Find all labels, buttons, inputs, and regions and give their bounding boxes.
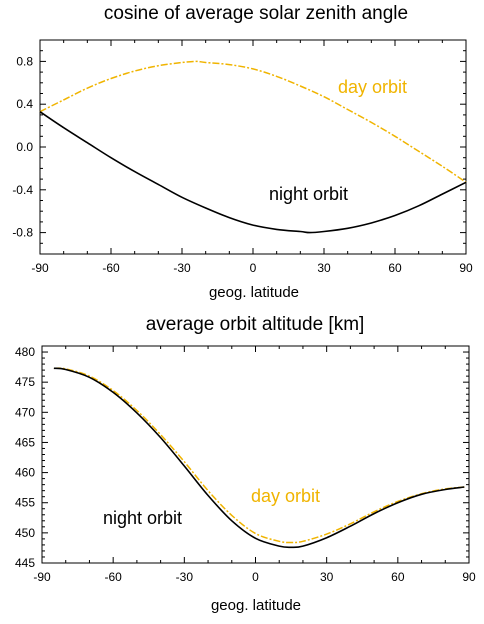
annotation-night-orbit: night orbit <box>269 184 348 204</box>
y-tick-label: 470 <box>15 405 35 419</box>
x-axis-label: geog. latitude <box>209 284 299 301</box>
annotation-night-orbit: night orbit <box>103 508 182 528</box>
x-axis: -90 -60 -30 0 30 60 90 <box>31 40 473 275</box>
y-axis: 445 450 455 460 465 470 475 480 <box>15 345 469 570</box>
plot-frame <box>39 39 467 255</box>
y-axis: -0.8 -0.4 0.0 0.4 0.8 <box>12 39 466 255</box>
x-tick-label: 30 <box>320 570 334 584</box>
chart-orbit-altitude: average orbit altitude [km] -90 -60 -30 0 30… <box>15 314 476 614</box>
x-tick-label: 30 <box>317 261 331 275</box>
x-tick-label: 90 <box>462 570 476 584</box>
x-tick-label: -90 <box>31 261 49 275</box>
chart-title: average orbit altitude [km] <box>146 314 365 335</box>
y-tick-label: 0.8 <box>16 54 33 68</box>
x-tick-label: -30 <box>173 261 191 275</box>
series-line-day-orbit <box>39 60 467 183</box>
x-axis: -90 -60 -30 0 30 60 90 <box>33 346 476 584</box>
y-tick-label: 0.4 <box>16 97 33 111</box>
x-tick-label: 60 <box>391 570 405 584</box>
x-tick-label: 0 <box>252 570 259 584</box>
x-tick-label: -60 <box>104 570 122 584</box>
y-tick-label: 450 <box>15 526 35 540</box>
annotation-day-orbit: day orbit <box>338 77 407 97</box>
y-tick-label: 480 <box>15 345 35 359</box>
x-tick-label: 90 <box>459 261 473 275</box>
series-line-night-orbit <box>53 367 465 549</box>
y-tick-label: 460 <box>15 466 35 480</box>
annotation-day-orbit: day orbit <box>251 486 320 506</box>
x-tick-label: 0 <box>250 261 257 275</box>
chart-title: cosine of average solar zenith angle <box>104 3 408 24</box>
y-tick-label: 475 <box>15 375 35 389</box>
series-line-day-orbit <box>53 367 465 544</box>
series-line-night-orbit <box>39 111 467 234</box>
x-tick-label: -90 <box>33 570 51 584</box>
x-tick-label: -30 <box>176 570 194 584</box>
plot-frame <box>41 345 470 564</box>
chart-solar-zenith: cosine of average solar zenith angle -90… <box>12 3 473 301</box>
x-tick-label: -60 <box>102 261 120 275</box>
y-tick-label: -0.8 <box>12 226 33 240</box>
y-tick-label: 455 <box>15 496 35 510</box>
series-lines <box>53 367 465 549</box>
y-tick-label: 445 <box>15 556 35 570</box>
y-tick-label: 465 <box>15 435 35 449</box>
y-tick-label: 0.0 <box>16 140 33 154</box>
y-tick-label: -0.4 <box>12 183 33 197</box>
series-lines <box>39 60 467 234</box>
x-axis-label: geog. latitude <box>211 597 301 614</box>
x-tick-label: 60 <box>388 261 402 275</box>
